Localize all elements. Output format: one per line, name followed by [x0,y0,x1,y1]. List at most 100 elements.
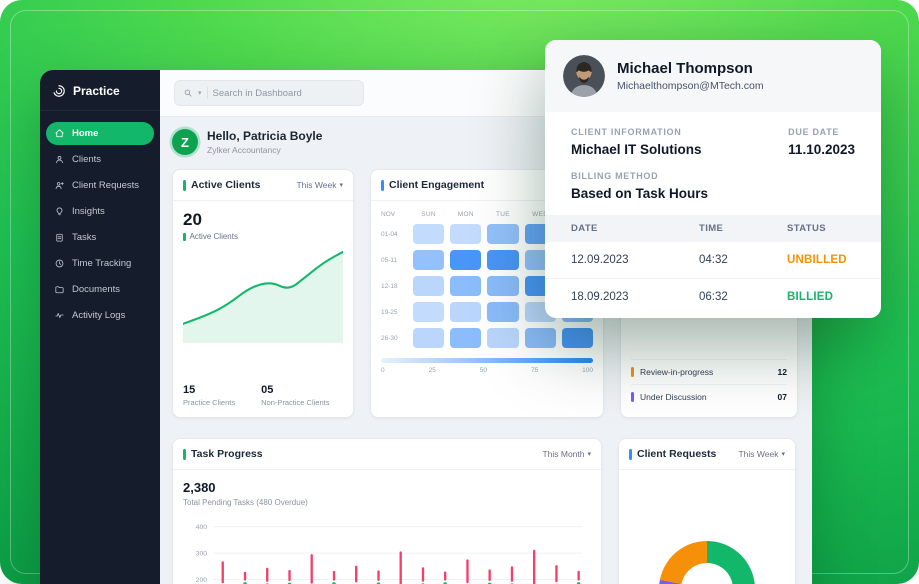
sidebar-item-time-tracking[interactable]: Time Tracking [46,252,154,275]
heatmap-day-label: SUN [421,211,436,218]
svg-text:300: 300 [196,551,208,558]
sidebar-item-label: Time Tracking [72,258,132,269]
billing-table-body: 12.09.2023 04:32 UNBILLED 18.09.2023 06:32 BI… [545,242,881,318]
greeting-block: Z Hello, Patricia Boyle Zylker Accountan… [172,129,800,155]
billing-method-value: Based on Task Hours [571,186,709,201]
sidebar-item-insights[interactable]: Insights [46,200,154,223]
billing-table: DATE TIME STATUS 12.09.2023 04:32 UNBILLED… [545,215,881,318]
heatmap-day-label: WED [532,211,549,218]
active-clients-stats: 15 Practice Clients 05 Non-Practice Clients [183,378,343,407]
heatmap-cell [413,302,445,322]
due-date-label: DUE DATE [788,127,840,137]
stat-value: 15 [183,384,196,396]
sidebar-item-label: Documents [72,284,121,295]
legend-tick-icon [183,232,186,241]
chevron-down-icon: ▾ [339,182,343,189]
heatmap-cell [487,224,519,244]
sidebar-item-label: Tasks [72,232,97,243]
client-requests-donut: ALL TASKS [659,540,755,584]
status-value: 07 [777,392,787,402]
period-selector-client-requests[interactable]: This Week ▾ [738,449,785,459]
greeting-title: Hello, Patricia Boyle [207,129,323,143]
client-detail-header: Michael Thompson Michaelthompson@MTech.c… [545,40,881,112]
billing-method-label: BILLING METHOD [571,171,659,181]
heatmap-row-label: 19-25 [381,308,398,316]
heatmap-cell [487,328,519,348]
chevron-down-icon: ▾ [781,451,785,458]
sidebar-item-tasks[interactable]: Tasks [46,226,154,249]
sidebar-item-label: Home [72,128,99,139]
card-title-client-engagement: Client Engagement [381,179,484,191]
sidebar-item-documents[interactable]: Documents [46,278,154,301]
legend-tick: 100 [582,367,593,374]
practice-logo-icon [53,85,65,97]
heatmap-cell [524,328,556,348]
active-clients-line-chart [183,250,343,343]
due-date-block: DUE DATE 11.10.2023 [788,127,855,157]
pending-tasks-subtitle: Total Pending Tasks (480 Overdue) [183,498,308,507]
sidebar-nav: Home Clients Client Requests Insights Tasks T… [40,111,160,330]
card-accent-bar [183,179,186,191]
heatmap-row-label: 05-11 [381,256,398,264]
heatmap-cell [487,250,519,270]
billing-row: 18.09.2023 06:32 BILLIED [545,279,881,318]
company-avatar-letter: Z [181,134,189,150]
active-clients-count-label-row: Active Clients [183,232,343,241]
heatmap-legend-ticks: 0 25 50 75 100 [381,367,593,374]
client-avatar [563,55,605,97]
app-logo[interactable]: Practice [40,70,160,111]
stat-non-practice-clients: 05 Non-Practice Clients [261,384,329,407]
company-avatar: Z [172,129,198,155]
svg-text:400: 400 [196,524,208,531]
period-selector-active-clients[interactable]: This Week ▾ [296,180,343,190]
status-row-under-discussion: Under Discussion 07 [631,384,787,409]
stat-value: 05 [261,384,274,396]
search-scope-caret-icon: ▾ [198,90,202,97]
heatmap-day-label: MON [457,211,474,218]
heatmap-cell [450,328,482,348]
sidebar-item-home[interactable]: Home [46,122,154,145]
donut-center-label: ALL TASKS [681,562,733,584]
status-row-review-in-progress: Review-in-progress 12 [631,359,787,384]
sidebar: Practice Home Clients Client Requests Insig… [40,70,160,584]
heatmap-cell [561,328,593,348]
sidebar-item-clients[interactable]: Clients [46,148,154,171]
status-color-bar [631,367,634,377]
status-label: Review-in-progress [640,367,714,377]
client-information-label: CLIENT INFORMATION [571,127,682,137]
status-color-bar [631,392,634,402]
client-detail-card: Michael Thompson Michaelthompson@MTech.c… [545,40,881,318]
app-logo-label: Practice [73,84,120,98]
sidebar-item-label: Clients [72,154,102,165]
search-placeholder: Search in Dashboard [212,87,302,99]
sidebar-item-client-requests[interactable]: Client Requests [46,174,154,197]
card-title-client-requests: Client Requests [629,448,716,460]
heatmap-cell [450,250,482,270]
client-name: Michael Thompson [617,60,753,77]
client-requests-card: Client Requests This Week ▾ ALL TASKS [618,438,796,584]
search-icon [184,89,192,97]
col-time: TIME [699,223,724,234]
heatmap-row-label: 12-18 [381,282,398,290]
billing-time: 06:32 [699,291,728,303]
sidebar-item-label: Insights [72,206,105,217]
legend-tick: 25 [428,367,436,374]
billing-time: 04:32 [699,254,728,266]
card-title-task-progress: Task Progress [183,448,263,460]
heatmap-cell [487,302,519,322]
due-date-value: 11.10.2023 [788,142,855,157]
heatmap-legend: 0 25 50 75 100 [381,358,593,374]
heatmap-cell [450,224,482,244]
stat-label: Practice Clients [183,398,236,407]
sidebar-item-activity-logs[interactable]: Activity Logs [46,304,154,327]
period-selector-task-progress[interactable]: This Month ▾ [542,449,591,459]
legend-tick: 0 [381,367,385,374]
task-progress-card: Task Progress This Month ▾ 2,380 Total P… [172,438,602,584]
svg-text:200: 200 [196,577,208,584]
activity-logs-icon [54,310,65,321]
pending-tasks-count: 2,380 [183,480,216,495]
heatmap-cell [413,250,445,270]
search-input[interactable]: ▾ Search in Dashboard [174,80,364,106]
billing-table-header: DATE TIME STATUS [545,215,881,242]
